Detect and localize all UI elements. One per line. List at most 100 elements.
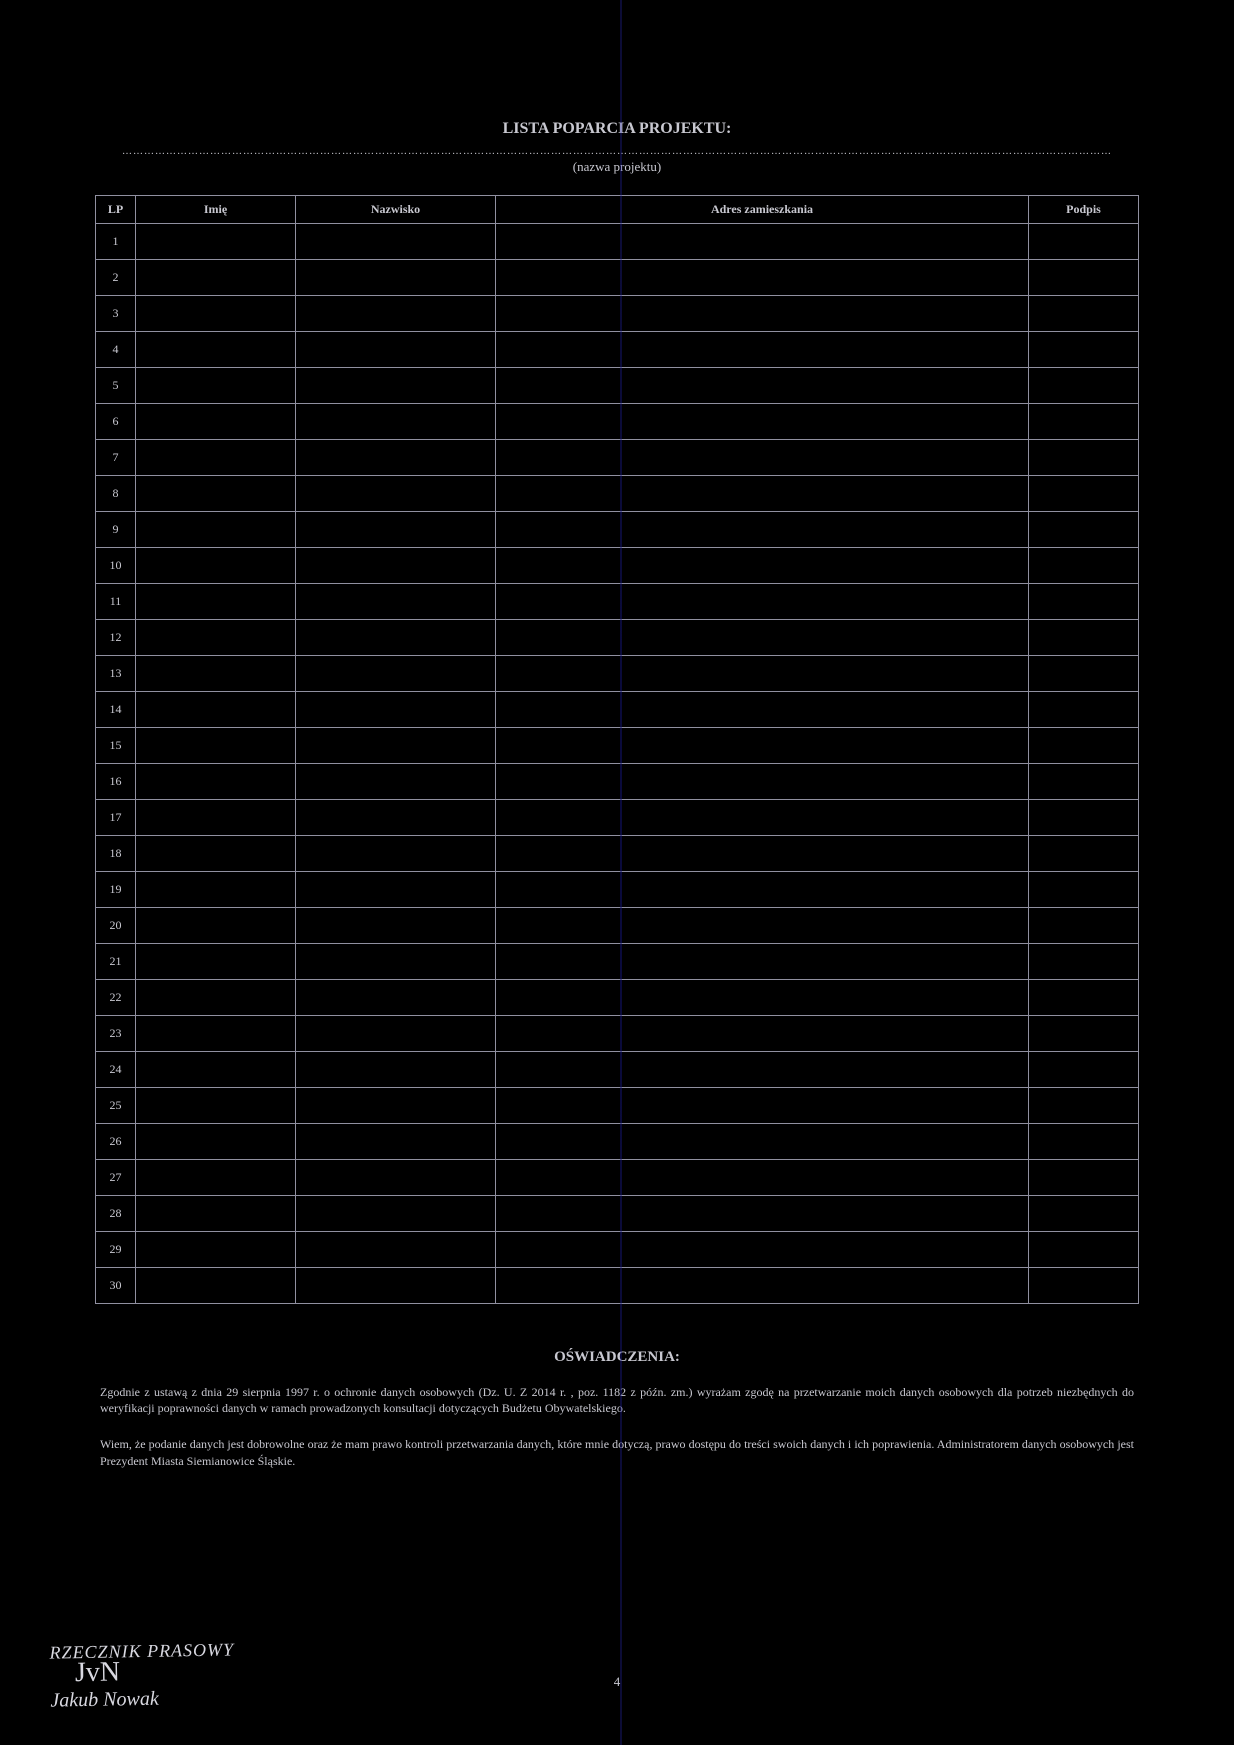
cell-nazwisko — [296, 1196, 496, 1232]
cell-adres — [496, 224, 1029, 260]
cell-podpis — [1029, 800, 1139, 836]
cell-podpis — [1029, 260, 1139, 296]
cell-lp: 27 — [96, 1160, 136, 1196]
cell-lp: 17 — [96, 800, 136, 836]
cell-adres — [496, 1052, 1029, 1088]
cell-podpis — [1029, 620, 1139, 656]
cell-podpis — [1029, 224, 1139, 260]
cell-lp: 2 — [96, 260, 136, 296]
cell-podpis — [1029, 584, 1139, 620]
table-row: 21 — [96, 944, 1139, 980]
col-header-nazwisko: Nazwisko — [296, 196, 496, 224]
cell-imie — [136, 764, 296, 800]
cell-adres — [496, 728, 1029, 764]
cell-adres — [496, 872, 1029, 908]
cell-adres — [496, 620, 1029, 656]
cell-imie — [136, 1088, 296, 1124]
cell-adres — [496, 584, 1029, 620]
cell-imie — [136, 224, 296, 260]
cell-podpis — [1029, 1124, 1139, 1160]
cell-imie — [136, 692, 296, 728]
cell-imie — [136, 800, 296, 836]
cell-imie — [136, 620, 296, 656]
col-header-adres: Adres zamieszkania — [496, 196, 1029, 224]
table-row: 25 — [96, 1088, 1139, 1124]
page-number: 4 — [614, 1674, 621, 1690]
cell-lp: 1 — [96, 224, 136, 260]
cell-podpis — [1029, 476, 1139, 512]
table-row: 29 — [96, 1232, 1139, 1268]
cell-imie — [136, 548, 296, 584]
cell-imie — [136, 296, 296, 332]
cell-imie — [136, 1016, 296, 1052]
cell-nazwisko — [296, 980, 496, 1016]
table-row: 8 — [96, 476, 1139, 512]
cell-lp: 20 — [96, 908, 136, 944]
cell-adres — [496, 908, 1029, 944]
project-name-label: (nazwa projektu) — [95, 159, 1139, 175]
table-body: 1234567891011121314151617181920212223242… — [96, 224, 1139, 1304]
cell-podpis — [1029, 1196, 1139, 1232]
table-row: 1 — [96, 224, 1139, 260]
cell-nazwisko — [296, 908, 496, 944]
cell-adres — [496, 368, 1029, 404]
cell-lp: 26 — [96, 1124, 136, 1160]
cell-podpis — [1029, 1268, 1139, 1304]
cell-podpis — [1029, 548, 1139, 584]
cell-adres — [496, 944, 1029, 980]
cell-imie — [136, 404, 296, 440]
cell-adres — [496, 296, 1029, 332]
cell-lp: 28 — [96, 1196, 136, 1232]
cell-lp: 23 — [96, 1016, 136, 1052]
stamp-name: Jakub Nowak — [50, 1686, 235, 1711]
cell-lp: 9 — [96, 512, 136, 548]
cell-nazwisko — [296, 332, 496, 368]
cell-nazwisko — [296, 296, 496, 332]
col-header-imie: Imię — [136, 196, 296, 224]
cell-nazwisko — [296, 260, 496, 296]
cell-lp: 29 — [96, 1232, 136, 1268]
cell-adres — [496, 656, 1029, 692]
declaration-paragraph-2: Wiem, że podanie danych jest dobrowolne … — [95, 1436, 1139, 1468]
cell-adres — [496, 548, 1029, 584]
cell-podpis — [1029, 440, 1139, 476]
cell-nazwisko — [296, 584, 496, 620]
cell-imie — [136, 980, 296, 1016]
cell-adres — [496, 764, 1029, 800]
cell-adres — [496, 1196, 1029, 1232]
cell-lp: 8 — [96, 476, 136, 512]
table-row: 22 — [96, 980, 1139, 1016]
cell-nazwisko — [296, 476, 496, 512]
cell-adres — [496, 1124, 1029, 1160]
table-row: 23 — [96, 1016, 1139, 1052]
cell-adres — [496, 1232, 1029, 1268]
cell-imie — [136, 728, 296, 764]
cell-lp: 7 — [96, 440, 136, 476]
cell-adres — [496, 1016, 1029, 1052]
cell-lp: 6 — [96, 404, 136, 440]
table-row: 28 — [96, 1196, 1139, 1232]
cell-nazwisko — [296, 872, 496, 908]
cell-lp: 30 — [96, 1268, 136, 1304]
cell-lp: 10 — [96, 548, 136, 584]
cell-adres — [496, 512, 1029, 548]
cell-podpis — [1029, 728, 1139, 764]
table-row: 26 — [96, 1124, 1139, 1160]
cell-podpis — [1029, 1232, 1139, 1268]
cell-podpis — [1029, 944, 1139, 980]
table-row: 12 — [96, 620, 1139, 656]
cell-imie — [136, 836, 296, 872]
cell-podpis — [1029, 404, 1139, 440]
cell-nazwisko — [296, 620, 496, 656]
cell-lp: 4 — [96, 332, 136, 368]
cell-nazwisko — [296, 1052, 496, 1088]
cell-nazwisko — [296, 548, 496, 584]
table-row: 13 — [96, 656, 1139, 692]
cell-adres — [496, 800, 1029, 836]
cell-lp: 25 — [96, 1088, 136, 1124]
cell-adres — [496, 476, 1029, 512]
table-row: 15 — [96, 728, 1139, 764]
table-row: 10 — [96, 548, 1139, 584]
table-row: 4 — [96, 332, 1139, 368]
cell-podpis — [1029, 872, 1139, 908]
